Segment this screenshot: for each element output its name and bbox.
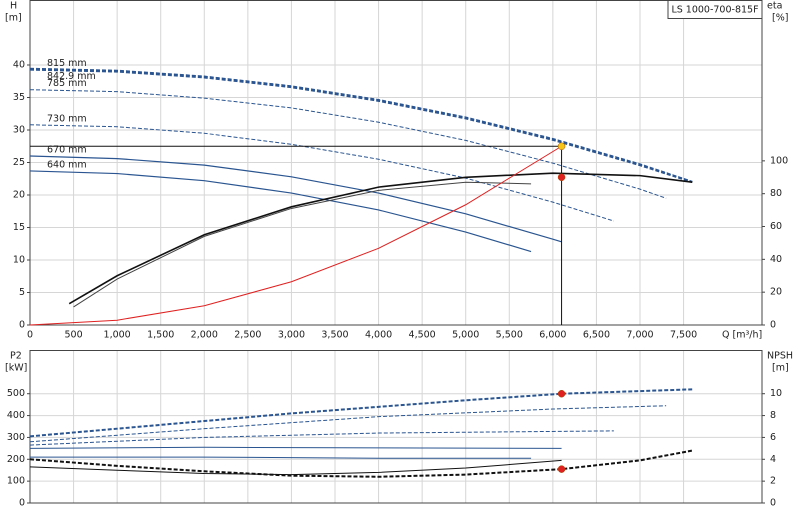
y-tick-label: 100 [7,476,25,487]
title-box [667,0,763,19]
x-tick-label: 500 [65,330,83,341]
curve-label: 640 mm [47,159,87,170]
curve [29,155,562,243]
x-tick-label: 3,000 [278,330,305,341]
curve [29,449,693,478]
x-tick-label: 1,500 [147,330,174,341]
y-tick-label: 35 [13,92,25,103]
x-tick-label: 7,000 [626,330,653,341]
curve-label: 730 mm [47,113,87,124]
x-tick-label: 0 [27,330,33,341]
y2-tick-label: 0 [770,498,776,509]
curve-label: 815 mm [47,58,87,69]
x-tick-label: 6,000 [539,330,566,341]
y-tick-label: 10 [13,255,25,266]
plot-frame [29,350,763,504]
y-tick-label: 5 [19,287,25,298]
x-tick-label: 4,500 [409,330,436,341]
curve [30,456,532,459]
plot-frame [29,0,763,326]
y2-tick-label: 40 [770,254,782,265]
curve [29,89,667,199]
y-tick-label: 400 [7,410,25,421]
y-tick-label: 0 [19,320,25,331]
curve [29,68,693,184]
y2-tick-label: 60 [770,221,782,232]
curve [29,459,562,476]
curve [29,67,693,182]
y-tick-label: 30 [13,125,25,136]
y2-axis-unit: [m] [772,363,789,374]
y2-tick-label: 2 [770,476,776,487]
y2-tick-label: 20 [770,287,782,298]
x-axis-label: Q [m³/h] [722,330,762,341]
operating-point [557,173,566,182]
y-tick-label: 40 [13,60,25,71]
y2-axis-label: NPSH [767,351,793,362]
y2-tick-label: 6 [770,432,776,443]
y-tick-label: 20 [13,190,25,201]
operating-point [557,142,566,150]
x-tick-label: 5,000 [452,330,479,341]
curve-label: 785 mm [47,78,87,89]
curve [29,124,615,222]
y-tick-label: 300 [7,432,25,443]
y-tick-label: 25 [13,157,25,168]
x-tick-label: 1,000 [104,330,131,341]
curve [29,405,667,443]
chart-title: LS 1000-700-815F [671,5,758,16]
operating-point [557,389,566,398]
curve [68,172,693,305]
y-axis-unit: [m] [5,13,22,24]
x-tick-label: 4,000 [365,330,392,341]
y-axis-unit: [kW] [5,363,27,374]
curve [29,430,614,446]
y-tick-label: 15 [13,222,25,233]
y2-tick-label: 100 [770,155,788,166]
curve [29,145,562,326]
y2-axis-label: eta [767,1,782,12]
y2-tick-label: 10 [770,388,782,399]
x-tick-label: 7,500 [670,330,697,341]
x-tick-label: 6,500 [583,330,610,341]
curve [73,181,532,308]
y-tick-label: 0 [19,498,25,509]
y2-tick-label: 80 [770,188,782,199]
y-axis-label: P2 [10,351,22,362]
operating-point [557,465,566,473]
x-tick-label: 3,500 [321,330,348,341]
y-tick-label: 500 [7,388,25,399]
y2-tick-label: 8 [770,410,776,421]
y2-tick-label: 0 [770,320,776,331]
x-tick-label: 2,000 [191,330,218,341]
y2-axis-unit: [%] [772,13,788,24]
curve [29,388,693,438]
curve-label: 842.9 mm [47,71,96,82]
y-tick-label: 200 [7,454,25,465]
curve [29,446,562,449]
x-tick-label: 5,500 [496,330,523,341]
y2-tick-label: 4 [770,454,776,465]
y-axis-label: H [10,1,17,12]
curve [29,170,532,253]
curve-label: 670 mm [47,145,87,156]
x-tick-label: 2,500 [234,330,261,341]
